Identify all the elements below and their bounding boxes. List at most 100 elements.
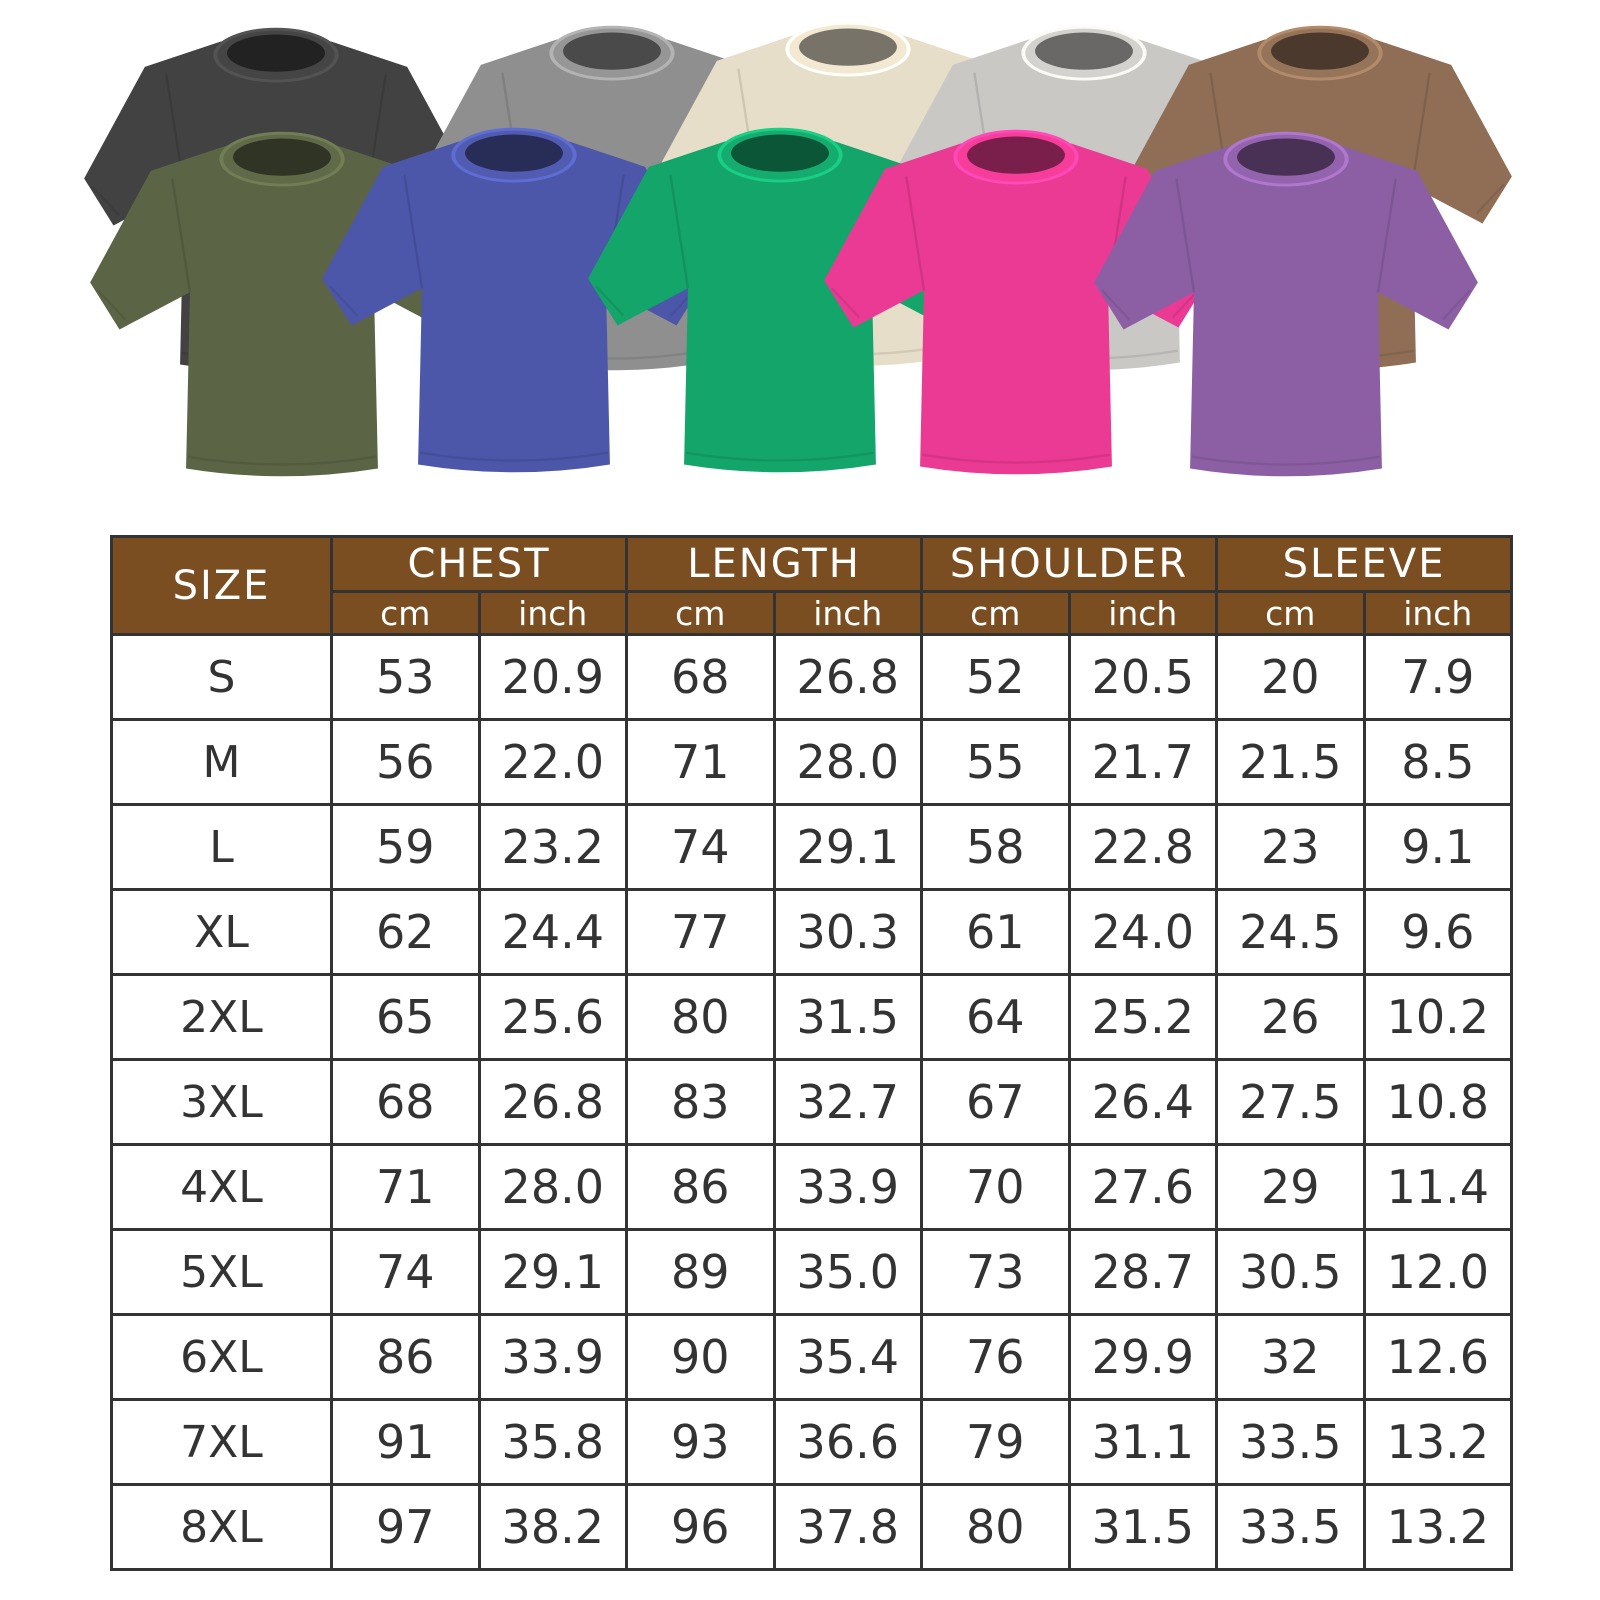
value-cell: 9.1 <box>1362 803 1514 891</box>
value-cell: 86 <box>330 1313 481 1401</box>
value-cell: 35.0 <box>772 1228 924 1316</box>
value-cell: 71 <box>625 718 776 806</box>
column-group-chest: CHEST <box>329 535 629 593</box>
value-cell: 26.8 <box>477 1058 629 1146</box>
size-cell: XL <box>110 888 333 976</box>
value-cell: 13.2 <box>1362 1398 1514 1486</box>
value-cell: 32 <box>1215 1313 1366 1401</box>
value-cell: 56 <box>330 718 481 806</box>
value-cell: 27.6 <box>1067 1143 1219 1231</box>
unit-header-shoulder-inch: inch <box>1067 590 1219 636</box>
value-cell: 93 <box>625 1398 776 1486</box>
size-cell: 8XL <box>110 1483 333 1571</box>
value-cell: 23.2 <box>477 803 629 891</box>
size-cell: 6XL <box>110 1313 333 1401</box>
value-cell: 26.4 <box>1067 1058 1219 1146</box>
tshirt-washed-rose <box>824 129 1208 475</box>
unit-header-length-inch: inch <box>772 590 924 636</box>
value-cell: 12.0 <box>1362 1228 1514 1316</box>
unit-header-sleeve-cm: cm <box>1215 590 1366 636</box>
value-cell: 32.7 <box>772 1058 924 1146</box>
value-cell: 55 <box>920 718 1071 806</box>
value-cell: 91 <box>330 1398 481 1486</box>
value-cell: 33.5 <box>1215 1483 1366 1571</box>
value-cell: 29 <box>1215 1143 1366 1231</box>
value-cell: 24.0 <box>1067 888 1219 976</box>
value-cell: 31.5 <box>1067 1483 1219 1571</box>
value-cell: 22.8 <box>1067 803 1219 891</box>
value-cell: 77 <box>625 888 776 976</box>
value-cell: 58 <box>920 803 1071 891</box>
size-cell: M <box>110 718 333 806</box>
value-cell: 70 <box>920 1143 1071 1231</box>
value-cell: 28.0 <box>477 1143 629 1231</box>
value-cell: 83 <box>625 1058 776 1146</box>
value-cell: 62 <box>330 888 481 976</box>
size-cell: S <box>110 633 333 721</box>
value-cell: 33.9 <box>477 1313 629 1401</box>
value-cell: 12.6 <box>1362 1313 1514 1401</box>
value-cell: 29.9 <box>1067 1313 1219 1401</box>
value-cell: 7.9 <box>1362 633 1514 721</box>
value-cell: 30.3 <box>772 888 924 976</box>
value-cell: 89 <box>625 1228 776 1316</box>
value-cell: 26 <box>1215 973 1366 1061</box>
value-cell: 8.5 <box>1362 718 1514 806</box>
value-cell: 68 <box>625 633 776 721</box>
value-cell: 20 <box>1215 633 1366 721</box>
value-cell: 20.5 <box>1067 633 1219 721</box>
size-cell: 4XL <box>110 1143 333 1231</box>
value-cell: 64 <box>920 973 1071 1061</box>
value-cell: 21.5 <box>1215 718 1366 806</box>
value-cell: 20.9 <box>477 633 629 721</box>
value-cell: 26.8 <box>772 633 924 721</box>
value-cell: 9.6 <box>1362 888 1514 976</box>
value-cell: 79 <box>920 1398 1071 1486</box>
size-row: 3XL 68 26.8 83 32.7 67 26.4 27.5 10.8 <box>110 1058 1514 1146</box>
value-cell: 10.8 <box>1362 1058 1514 1146</box>
value-cell: 33.5 <box>1215 1398 1366 1486</box>
value-cell: 76 <box>920 1313 1071 1401</box>
value-cell: 71 <box>330 1143 481 1231</box>
size-row: 7XL 91 35.8 93 36.6 79 31.1 33.5 13.2 <box>110 1398 1514 1486</box>
value-cell: 21.7 <box>1067 718 1219 806</box>
value-cell: 33.9 <box>772 1143 924 1231</box>
size-cell: L <box>110 803 333 891</box>
size-cell: 3XL <box>110 1058 333 1146</box>
value-cell: 38.2 <box>477 1483 629 1571</box>
value-cell: 22.0 <box>477 718 629 806</box>
value-cell: 11.4 <box>1362 1143 1514 1231</box>
size-row: 8XL 97 38.2 96 37.8 80 31.5 33.5 13.2 <box>110 1483 1514 1571</box>
value-cell: 35.8 <box>477 1398 629 1486</box>
size-row: 6XL 86 33.9 90 35.4 76 29.9 32 12.6 <box>110 1313 1514 1401</box>
size-row: S 53 20.9 68 26.8 52 20.5 20 7.9 <box>110 633 1514 721</box>
value-cell: 29.1 <box>477 1228 629 1316</box>
value-cell: 28.0 <box>772 718 924 806</box>
unit-header-chest-inch: inch <box>477 590 629 636</box>
unit-header-shoulder-cm: cm <box>920 590 1071 636</box>
value-cell: 35.4 <box>772 1313 924 1401</box>
value-cell: 59 <box>330 803 481 891</box>
group-header-row: SIZE CHEST LENGTH SHOULDER SLEEVE <box>110 535 1514 636</box>
value-cell: 74 <box>330 1228 481 1316</box>
size-row: M 56 22.0 71 28.0 55 21.7 21.5 8.5 <box>110 718 1514 806</box>
value-cell: 73 <box>920 1228 1071 1316</box>
size-header: SIZE <box>110 535 333 636</box>
value-cell: 25.6 <box>477 973 629 1061</box>
value-cell: 10.2 <box>1362 973 1514 1061</box>
value-cell: 31.5 <box>772 973 924 1061</box>
product-gallery <box>0 0 1600 535</box>
value-cell: 86 <box>625 1143 776 1231</box>
value-cell: 80 <box>920 1483 1071 1571</box>
column-group-length: LENGTH <box>625 535 924 593</box>
size-row: 4XL 71 28.0 86 33.9 70 27.6 29 11.4 <box>110 1143 1514 1231</box>
value-cell: 36.6 <box>772 1398 924 1486</box>
size-cell: 2XL <box>110 973 333 1061</box>
value-cell: 90 <box>625 1313 776 1401</box>
size-table: SIZE CHEST LENGTH SHOULDER SLEEVE cm inc… <box>110 535 1514 1571</box>
value-cell: 23 <box>1215 803 1366 891</box>
column-group-sleeve: SLEEVE <box>1215 535 1514 593</box>
value-cell: 61 <box>920 888 1071 976</box>
unit-header-sleeve-inch: inch <box>1362 590 1514 636</box>
